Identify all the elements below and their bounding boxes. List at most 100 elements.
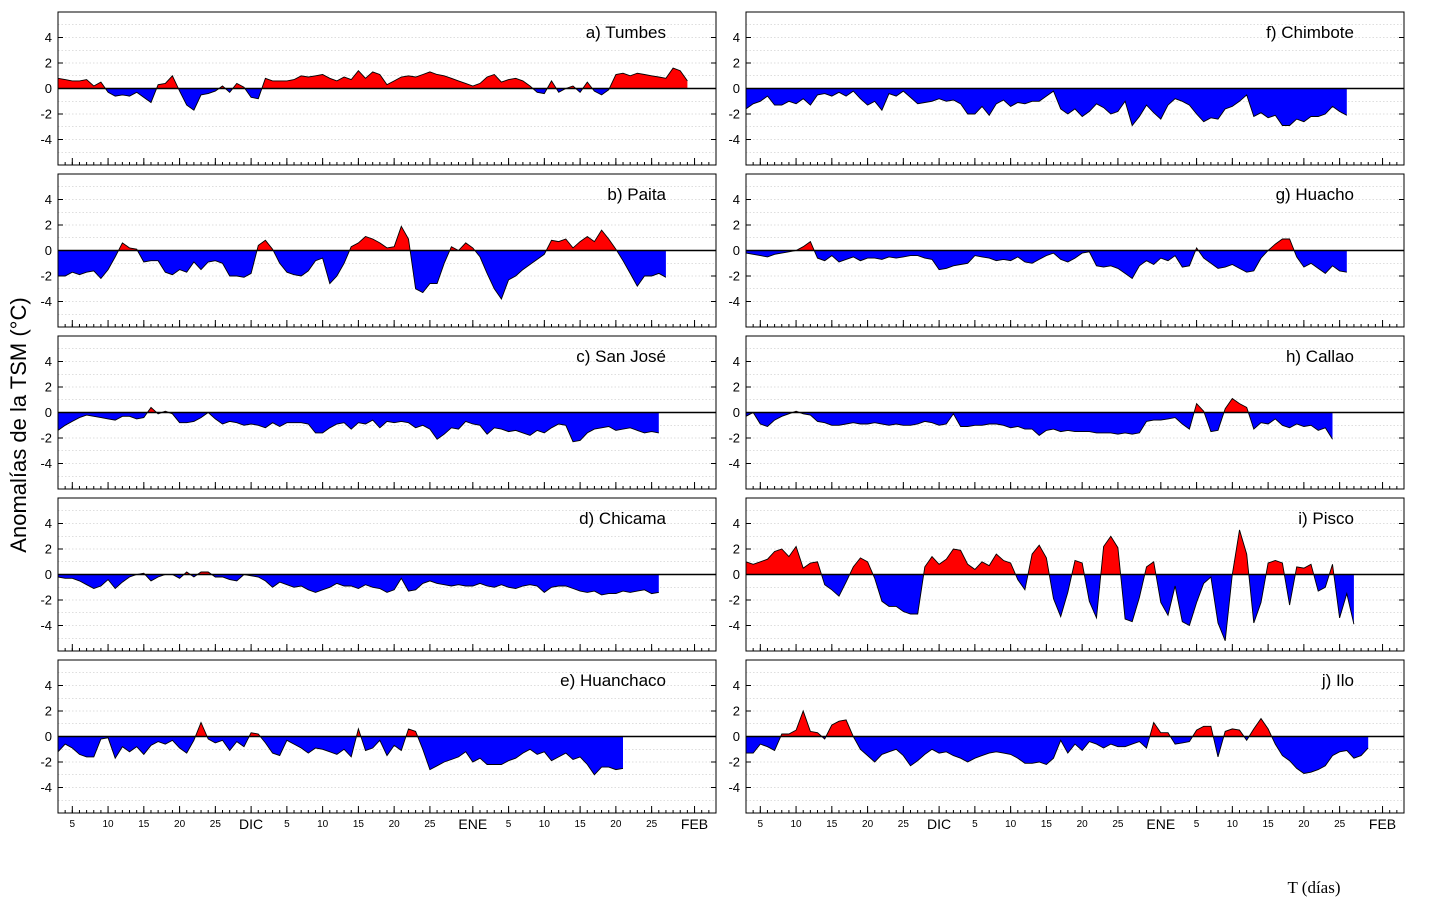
y-tick-label: -2 [728,755,740,770]
series-line [746,90,1348,127]
x-tick-label: 10 [317,819,329,830]
x-tick-label: 25 [646,819,658,830]
x-tick-label: 25 [1334,819,1346,830]
x-tick-label: 10 [103,819,115,830]
panel-title: c) San José [576,347,666,366]
x-tick-label: 5 [284,819,290,830]
negative-anomaly-area [746,250,1347,279]
y-tick-label: -4 [728,618,740,633]
y-tick-label: -2 [40,593,52,608]
x-tick-label: 10 [1005,819,1017,830]
series-line [746,529,1355,641]
positive-anomaly-area [746,239,1347,251]
y-tick-label: 0 [45,567,52,582]
x-tick-label: ENE [458,816,487,832]
x-tick-label: 5 [972,819,978,830]
y-tick-label: -2 [728,269,740,284]
x-tick-label: DIC [927,816,951,832]
y-tick-label: 2 [45,704,52,719]
positive-anomaly-area [58,226,666,251]
y-tick-label: 4 [45,516,52,531]
panel-8: 4 2 0 -2 -4 h) Callao [728,335,1405,490]
panel-4: 4 2 0 -2 -4 d) Chicama [40,497,717,652]
x-tick-label: 20 [174,819,186,830]
series-line [58,571,659,596]
x-tick-label: 5 [1194,819,1200,830]
series-line [746,709,1369,774]
panel-3: 4 2 0 -2 -4 c) San José [40,335,717,490]
x-tick-label: FEB [1369,816,1396,832]
panel-1: 4 2 0 -2 -4 a) Tumbes [40,11,717,166]
x-tick-label: 25 [424,819,436,830]
negative-anomaly-area [58,574,659,595]
x-tick-label: 25 [898,819,910,830]
x-tick-label: 10 [791,819,803,830]
negative-anomaly-area [746,574,1354,641]
y-tick-label: 0 [45,81,52,96]
panel-6: 4 2 0 -2 -4 f) Chimbote [728,11,1405,166]
positive-anomaly-area [58,68,688,89]
y-tick-label: -4 [40,456,52,471]
x-tick-label: ENE [1146,816,1175,832]
y-tick-label: 4 [45,30,52,45]
y-tick-label: 0 [733,243,740,258]
x-tick-label: 15 [1263,819,1275,830]
y-tick-label: 4 [733,192,740,207]
panel-title: e) Huanchaco [560,671,666,690]
y-tick-label: 0 [733,567,740,582]
negative-anomaly-area [746,412,1333,440]
y-tick-label: 4 [733,354,740,369]
y-tick-label: 4 [45,192,52,207]
x-tick-label: 20 [862,819,874,830]
panel-title: i) Pisco [1298,509,1354,528]
y-axis-title: Anomalías de la TSM (°C) [6,297,31,552]
x-tick-label: 5 [70,819,76,830]
x-tick-label: 25 [1112,819,1124,830]
negative-anomaly-area [58,412,659,442]
y-tick-label: -4 [40,780,52,795]
positive-anomaly-area [58,722,623,737]
y-tick-label: -2 [40,431,52,446]
y-tick-label: 0 [733,81,740,96]
panel-title: d) Chicama [579,509,666,528]
x-tick-label: 10 [539,819,551,830]
series-line [58,721,624,776]
y-tick-label: 4 [733,516,740,531]
y-tick-label: 4 [733,678,740,693]
x-tick-label: 20 [1077,819,1089,830]
y-tick-label: 0 [45,729,52,744]
y-tick-label: 4 [45,678,52,693]
negative-anomaly-area [58,250,666,299]
y-tick-label: -2 [40,755,52,770]
y-tick-label: -2 [40,269,52,284]
x-tick-label: 15 [353,819,365,830]
y-tick-label: 2 [733,542,740,557]
y-tick-label: 2 [733,704,740,719]
y-tick-label: 2 [733,218,740,233]
y-tick-label: 2 [733,380,740,395]
x-tick-label: 5 [506,819,512,830]
y-tick-label: 2 [45,218,52,233]
negative-anomaly-area [58,736,623,775]
y-tick-label: -4 [728,132,740,147]
y-tick-label: -4 [40,132,52,147]
x-tick-label: 15 [826,819,838,830]
panel-title: g) Huacho [1276,185,1354,204]
y-tick-label: 0 [45,405,52,420]
y-tick-label: -2 [40,107,52,122]
y-tick-label: -2 [728,593,740,608]
x-tick-label: 10 [1227,819,1239,830]
x-tick-label: 15 [1041,819,1053,830]
series-line [746,397,1333,440]
x-axis-title: T (días) [1287,878,1340,897]
panel-title: f) Chimbote [1266,23,1354,42]
y-tick-label: -4 [728,780,740,795]
x-tick-label: 15 [575,819,587,830]
x-tick-label: DIC [239,816,263,832]
y-tick-label: 4 [45,354,52,369]
y-tick-label: -2 [728,107,740,122]
